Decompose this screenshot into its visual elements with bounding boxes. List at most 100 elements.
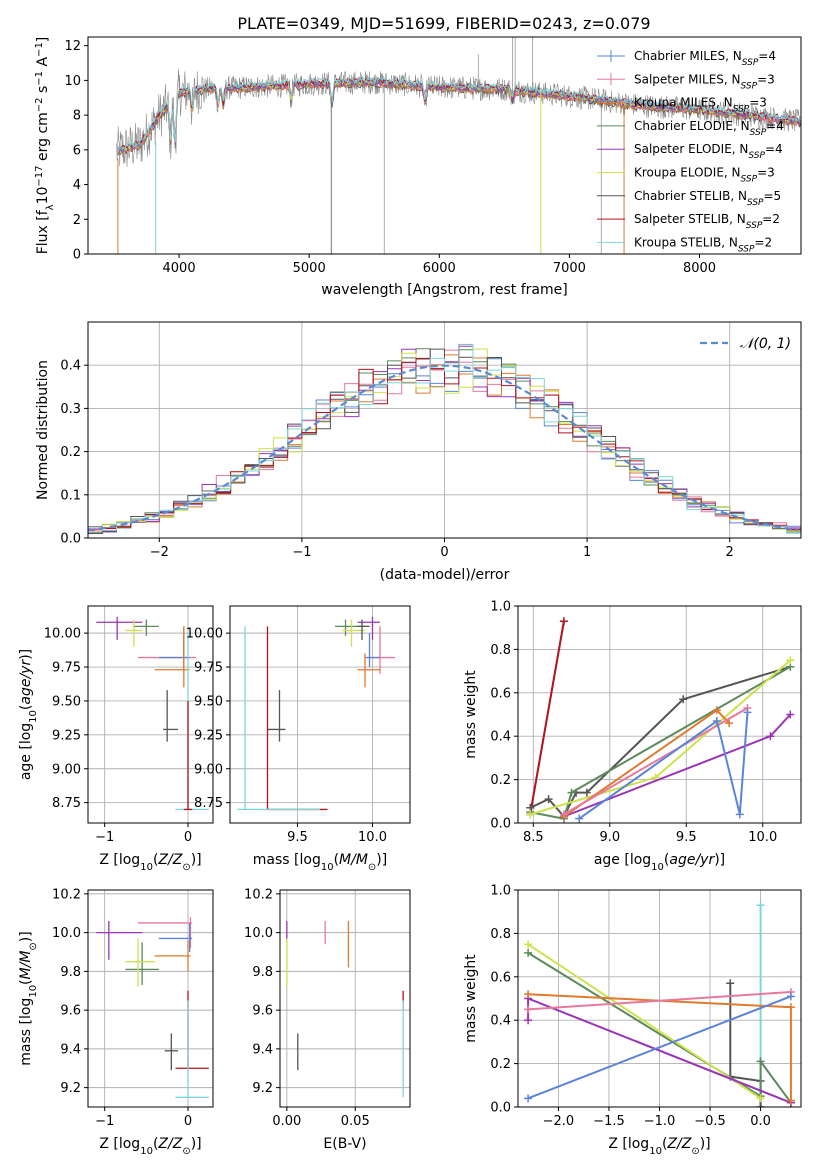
- x-tick-label: −2: [150, 545, 169, 560]
- y-tick-label: 9.50: [52, 694, 81, 709]
- x-tick-label: 5000: [293, 261, 326, 276]
- legend-label: Salpeter MILES, NSSP=3: [634, 72, 775, 91]
- weight-point: [766, 732, 775, 741]
- y-tick-label: 9.2: [60, 1081, 81, 1096]
- y-tick-label: 8.75: [194, 796, 223, 811]
- axes-frame: [229, 605, 411, 824]
- x-tick-label: 8000: [683, 261, 716, 276]
- weight-series: [527, 943, 762, 1100]
- weight-point: [567, 788, 576, 797]
- x-axis-label: E(B-V): [323, 1136, 366, 1152]
- x-tick-label: 0.00: [272, 1114, 301, 1129]
- legend-label: Kroupa STELIB, NSSP=2: [634, 235, 772, 254]
- plot-area: [88, 343, 801, 536]
- x-tick-label: −1.5: [593, 1114, 625, 1129]
- x-axis-label: wavelength [Angstrom, rest frame]: [321, 282, 567, 298]
- y-tick-label: 9.50: [194, 694, 223, 709]
- y-tick-label: 10.00: [186, 627, 223, 642]
- weight-point: [735, 810, 744, 819]
- y-tick-label: 0.0: [490, 1101, 511, 1116]
- y-tick-label: 9.2: [252, 1081, 273, 1096]
- weight-point: [582, 788, 591, 797]
- weight-point: [524, 940, 533, 949]
- weight-point: [679, 695, 688, 704]
- weight-series: [527, 952, 792, 1104]
- legend: Chabrier MILES, NSSP=4 Salpeter MILES, NS…: [597, 49, 784, 254]
- y-tick-label: 8.75: [52, 796, 81, 811]
- y-axis-label: mass [log10(M/M⊙)]: [18, 931, 39, 1065]
- x-axis-label: age [log10(age/yr)]: [594, 852, 725, 873]
- y-tick-label: 0.0: [490, 817, 511, 832]
- plot-area: [524, 901, 795, 1107]
- y-tick-label: 0.8: [490, 643, 511, 658]
- x-tick-label: 8.5: [523, 830, 544, 845]
- y-tick-label: 9.6: [60, 1004, 81, 1019]
- y-tick-label: 10: [64, 74, 81, 89]
- y-tick-label: 10.00: [44, 627, 81, 642]
- y-tick-label: 0.6: [490, 970, 511, 985]
- x-tick-label: 6000: [423, 261, 456, 276]
- y-axis-label: mass weight: [463, 954, 479, 1043]
- plot-area: [116, 37, 801, 254]
- weight-point: [559, 810, 568, 819]
- weight-point: [575, 814, 584, 823]
- y-tick-label: 9.8: [60, 965, 81, 980]
- y-axis-label: age [log10(age/yr)]: [18, 649, 39, 780]
- weight-series: [528, 991, 791, 1011]
- weight-point: [524, 948, 533, 957]
- y-tick-label: 0.2: [490, 1057, 511, 1072]
- x-tick-label: 4000: [163, 261, 196, 276]
- y-tick-label: 6: [73, 143, 81, 158]
- legend-label: Chabrier MILES, NSSP=4: [634, 49, 776, 68]
- plot-area: [96, 917, 209, 1098]
- y-tick-label: 0.4: [60, 359, 81, 374]
- y-tick-label: 9.00: [194, 762, 223, 777]
- axes-frame: [517, 605, 802, 824]
- y-tick-label: 9.4: [60, 1042, 81, 1057]
- y-tick-label: 9.6: [252, 1004, 273, 1019]
- x-tick-label: −1: [292, 545, 311, 560]
- x-tick-label: 7000: [553, 261, 586, 276]
- weight-series: [578, 712, 749, 820]
- weight-point: [756, 1103, 765, 1107]
- x-tick-label: −2.0: [543, 1114, 575, 1129]
- x-tick-label: 10.0: [748, 830, 777, 845]
- x-tick-label: 10.0: [358, 830, 387, 845]
- weight-point: [524, 1094, 533, 1103]
- weight-point: [524, 1016, 533, 1025]
- legend-label: Salpeter ELODIE, NSSP=4: [634, 142, 783, 161]
- y-tick-label: 0.2: [60, 445, 81, 460]
- x-tick-label: 0.05: [341, 1114, 370, 1129]
- x-axis-label: (data-model)/error: [380, 567, 510, 583]
- x-tick-label: 0: [184, 1114, 192, 1129]
- weight-series: [529, 621, 565, 815]
- y-tick-label: 9.75: [194, 661, 223, 676]
- y-tick-label: 0.6: [490, 686, 511, 701]
- model-spectrum: [117, 75, 801, 151]
- normal-curve: [88, 364, 799, 532]
- plot-area: [237, 616, 395, 811]
- x-tick-label: 1: [583, 545, 591, 560]
- weight-point: [725, 719, 734, 728]
- legend-label: Kroupa ELODIE, NSSP=3: [634, 166, 775, 185]
- axes-frame: [87, 605, 214, 824]
- age-vs-mass-panel: 9.5 10.0 8.75 9.00 9.25 9.50 9.75 10.00 mass [lo…: [186, 605, 411, 873]
- y-tick-label: 9.75: [52, 661, 81, 676]
- y-tick-label: 0.8: [490, 927, 511, 942]
- x-tick-label: 9.0: [599, 830, 620, 845]
- figure-title: PLATE=0349, MJD=51699, FIBERID=0243, z=0…: [237, 14, 650, 33]
- age-vs-metallicity-panel: −1 0 8.75 9.00 9.25 9.50 9.75 10.00 Z [log10(Z/Z…: [18, 605, 214, 873]
- x-tick-label: −1: [95, 1114, 114, 1129]
- y-tick-label: 2: [73, 213, 81, 228]
- y-tick-label: 10.2: [52, 887, 81, 902]
- weight-series: [527, 995, 792, 1100]
- legend-label: Chabrier ELODIE, NSSP=4: [634, 119, 784, 138]
- y-tick-label: 9.8: [252, 965, 273, 980]
- weight-point: [756, 1094, 765, 1103]
- y-tick-label: 9.00: [52, 762, 81, 777]
- y-tick-label: 8: [73, 109, 81, 124]
- weight-point: [786, 992, 795, 1001]
- weight-point: [756, 901, 765, 910]
- weight-point: [559, 617, 568, 626]
